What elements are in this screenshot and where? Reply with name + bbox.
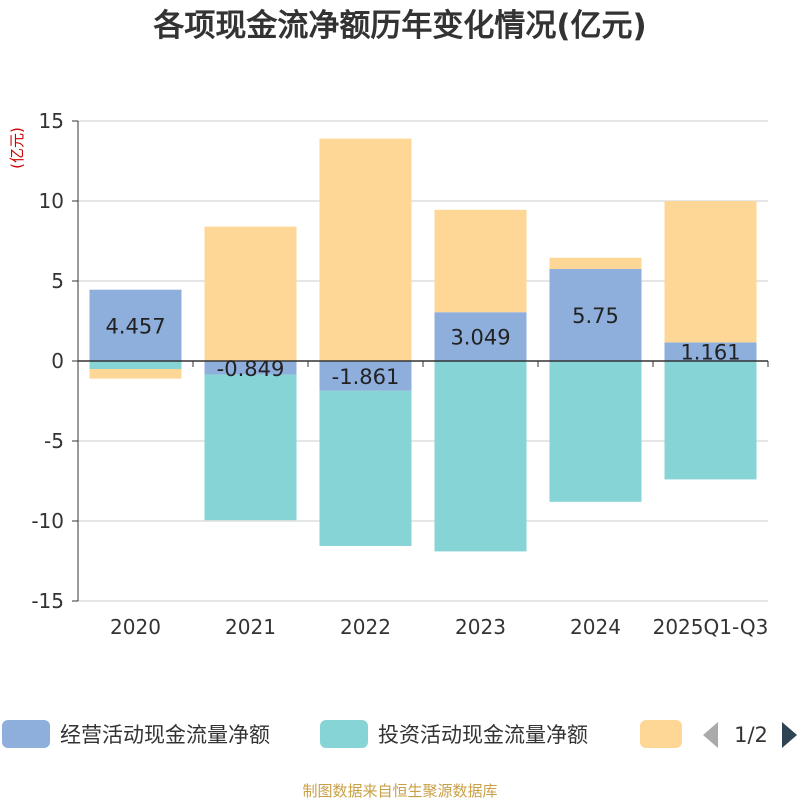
bar-series0-2022[interactable] [319, 361, 412, 391]
bar-series1-2020[interactable] [89, 361, 182, 369]
bar-series0-2020[interactable] [89, 289, 182, 361]
y-tick-label: -5 [44, 429, 64, 453]
y-tick-label: 10 [39, 189, 64, 213]
data-labels: 4.457 -0.849 -1.861 3.049 5.75 1.161 [105, 304, 740, 389]
data-label: 5.75 [572, 304, 619, 328]
grid-lines [78, 120, 768, 602]
tick-labels: 15 10 5 0 -5 -10 -15 2020 2021 2022 2023 2024 2025Q1… [31, 109, 768, 639]
data-label: -1.861 [332, 365, 400, 389]
bar-series2-2021[interactable] [204, 226, 297, 361]
bar-series2-2020[interactable] [89, 369, 182, 379]
chart-title: 各项现金流净额历年变化情况(亿元) [152, 8, 646, 44]
bar-series1-2023[interactable] [434, 361, 527, 552]
legend-next-page-icon[interactable] [782, 722, 797, 748]
x-tick-label: 2025Q1-Q3 [653, 615, 769, 639]
legend-prev-page-icon[interactable] [703, 722, 718, 748]
bars [89, 138, 757, 552]
bar-series2-2022[interactable] [319, 138, 412, 361]
bar-series1-2021[interactable] [204, 374, 297, 521]
bar-series1-2025Q1-Q3[interactable] [664, 361, 757, 480]
legend: 经营活动现金流量净额 投资活动现金流量净额 1/2 [2, 720, 797, 748]
y-tick-label: 0 [51, 349, 64, 373]
x-tick-label: 2022 [340, 615, 391, 639]
y-tick-label: 15 [39, 109, 64, 133]
bar-series2-2025Q1-Q3[interactable] [664, 200, 757, 343]
bar-series0-2024[interactable] [549, 269, 642, 361]
data-label: 3.049 [450, 326, 510, 350]
source-note: 制图数据来自恒生聚源数据库 [302, 782, 497, 800]
bar-series1-2024[interactable] [549, 361, 642, 502]
legend-swatch-financing[interactable] [640, 720, 682, 748]
axes [72, 120, 769, 602]
data-label: -0.849 [217, 357, 285, 381]
bar-series2-2024[interactable] [549, 257, 642, 269]
data-label: 1.161 [680, 341, 740, 365]
x-tick-label: 2021 [225, 615, 276, 639]
y-tick-label: 5 [51, 269, 64, 293]
bar-series0-2023[interactable] [434, 312, 527, 361]
legend-page-indicator: 1/2 [734, 723, 768, 747]
data-label: 4.457 [105, 314, 165, 338]
y-tick-label: -10 [31, 509, 64, 533]
bar-series0-2021[interactable] [204, 361, 297, 375]
legend-swatch-investing[interactable] [320, 720, 368, 748]
bar-series0-2025Q1-Q3[interactable] [664, 342, 757, 361]
legend-label-investing[interactable]: 投资活动现金流量净额 [378, 723, 588, 747]
y-axis-unit: (亿元) [8, 127, 26, 169]
legend-label-operating[interactable]: 经营活动现金流量净额 [60, 723, 270, 747]
legend-swatch-operating[interactable] [2, 720, 50, 748]
x-tick-label: 2024 [570, 615, 621, 639]
bar-series1-2022[interactable] [319, 390, 412, 546]
x-tick-label: 2023 [455, 615, 506, 639]
x-tick-label: 2020 [110, 615, 161, 639]
y-tick-label: -15 [31, 589, 64, 613]
bar-series2-2023[interactable] [434, 209, 527, 313]
